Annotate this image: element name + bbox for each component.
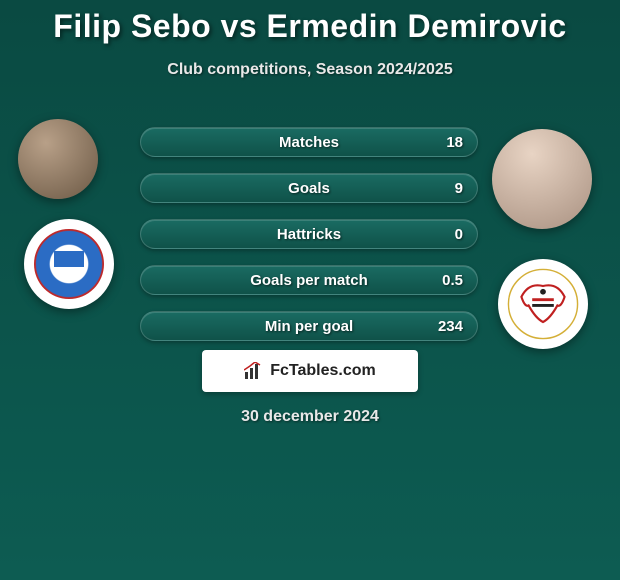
chart-icon [244,362,264,380]
stat-right-value: 9 [455,180,463,197]
stat-label: Goals per match [250,272,368,289]
stat-right-value: 234 [438,318,463,335]
stat-row: Goals 9 [140,173,478,203]
stat-label: Hattricks [277,226,341,243]
subtitle: Club competitions, Season 2024/2025 [0,61,620,79]
stat-label: Matches [279,134,339,151]
stat-row: Min per goal 234 [140,311,478,341]
date-label: 30 december 2024 [0,408,620,426]
stat-right-value: 0.5 [442,272,463,289]
brand-label: FcTables.com [270,362,376,380]
stat-row: Matches 18 [140,127,478,157]
brand-box[interactable]: FcTables.com [202,350,418,392]
stat-label: Goals [288,180,330,197]
stat-right-value: 18 [446,134,463,151]
page-title: Filip Sebo vs Ermedin Demirovic [0,0,620,45]
club-right-badge [498,259,588,349]
stats-list: Matches 18 Goals 9 Hattricks 0 Goals per… [140,127,478,357]
player-left-avatar [18,119,98,199]
slovan-logo-icon [34,229,104,299]
club-left-badge [24,219,114,309]
stat-row: Goals per match 0.5 [140,265,478,295]
stat-right-value: 0 [455,226,463,243]
stat-row: Hattricks 0 [140,219,478,249]
stat-label: Min per goal [265,318,353,335]
player-right-avatar [492,129,592,229]
vfb-logo-icon [507,268,579,340]
